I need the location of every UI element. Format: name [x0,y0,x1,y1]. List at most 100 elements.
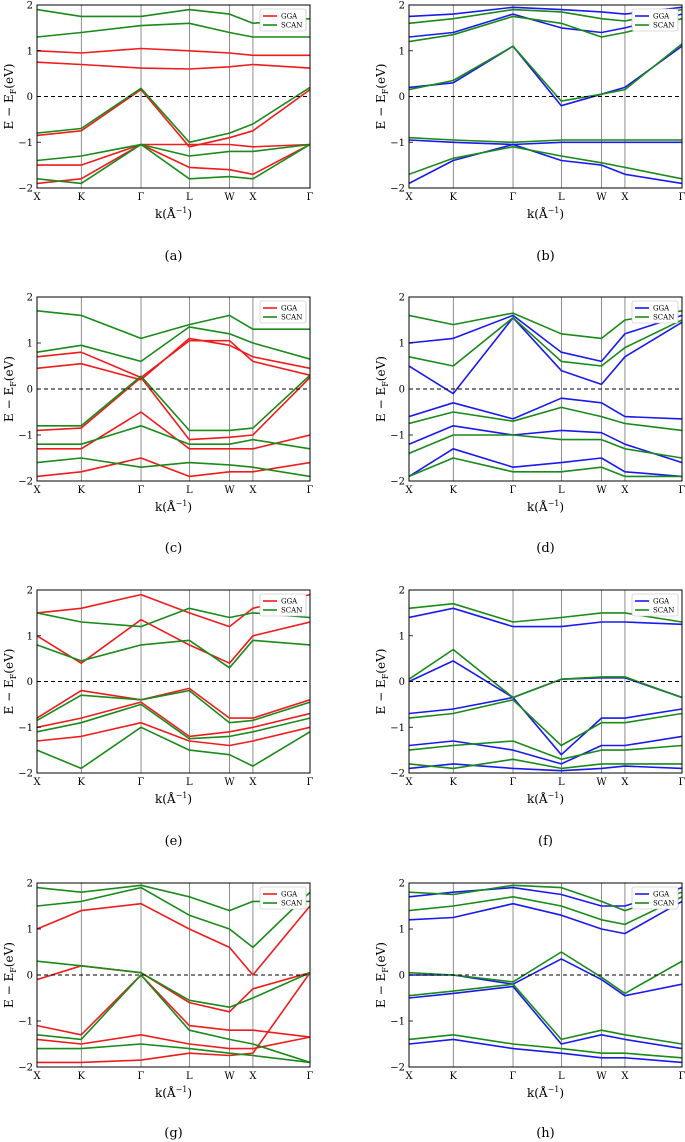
x-axis-label-exp: −1 [548,499,560,508]
gga-band-line [409,425,682,464]
scan-band-line [37,143,310,162]
x-tick-label: X [405,485,413,496]
x-axis-label-exp: −1 [176,206,188,215]
x-axis-label: k(Å−1) [155,1085,192,1100]
legend-label: SCAN [653,607,674,615]
panel-caption: (a) [165,249,183,264]
legend-label: SCAN [653,22,674,30]
gga-band-line [409,1038,682,1064]
gga-band-line [37,965,310,1013]
y-tick-label: 2 [27,879,33,890]
scan-band-line [37,310,310,340]
x-tick-label: X [33,192,41,203]
x-tick-label: Γ [679,777,685,788]
y-tick-label: 0 [399,385,405,396]
scan-band-line [37,457,310,478]
y-axis-label-main: E − E [374,387,388,422]
legend-label: GGA [653,13,670,21]
x-axis-label: k(Å−1) [155,791,192,806]
scan-band-line [37,326,310,363]
x-tick-label: X [405,1071,413,1082]
y-tick-label: 1 [399,631,405,642]
scan-band-line [37,703,310,740]
scan-band-line [37,86,310,144]
panel-caption: (f) [538,834,553,849]
y-axis-label-unit: (eV) [2,64,16,89]
y-axis-label-sub: F [381,381,390,387]
bands-group [409,310,682,478]
gga-band-line [37,61,310,70]
y-axis-label: E − EF(eV) [374,942,390,1008]
gga-band-line [37,88,310,148]
scan-band-line [37,974,310,1064]
scan-band-line [409,406,682,432]
x-tick-label: X [249,485,257,496]
y-tick-label: 0 [399,677,405,688]
x-axis-label-close: ) [187,500,192,514]
x-tick-label: X [33,1071,41,1082]
y-tick-label: 0 [27,92,33,103]
x-tick-label: K [77,777,85,788]
x-axis-label: k(Å−1) [155,206,192,221]
x-tick-label: K [449,192,457,203]
y-tick-label: −2 [390,769,405,780]
gga-band-line [37,411,310,450]
gga-band-line [409,660,682,699]
x-tick-label: K [77,1071,85,1082]
x-tick-label: W [224,485,235,496]
y-tick-label: 2 [27,1,33,12]
scan-band-line [37,960,310,1008]
scan-band-line [37,143,310,185]
bands-group [37,310,310,478]
x-tick-label: Γ [138,485,145,496]
y-axis-label-unit: (eV) [374,356,388,381]
x-tick-label: W [596,777,607,788]
y-axis-label-main: E − E [374,973,388,1008]
gga-band-line [37,902,310,976]
y-tick-label: 1 [27,339,33,350]
x-tick-label: K [449,1071,457,1082]
x-tick-label: X [33,777,41,788]
x-tick-label: Γ [138,192,145,203]
y-axis-label-unit: (eV) [2,356,16,381]
x-tick-label: X [621,485,629,496]
scan-band-line [409,136,682,144]
x-tick-label: X [405,777,413,788]
panel-caption: (b) [536,249,554,264]
y-tick-label: 1 [27,631,33,642]
x-tick-label: K [449,777,457,788]
bands-group [409,602,682,772]
bands-group [37,593,310,770]
gga-band-line [409,900,682,935]
gga-band-line [37,376,310,441]
legend-label: GGA [653,891,670,899]
x-tick-label: L [186,485,193,496]
scan-band-line [409,146,682,180]
y-axis-label: E − EF(eV) [374,64,390,130]
panel-caption: (g) [164,1126,182,1141]
bands-group [37,8,310,185]
x-axis-label-main: k(Å [155,791,176,806]
gga-band-line [409,13,682,38]
y-tick-label: 0 [27,971,33,982]
y-axis-label-unit: (eV) [2,649,16,674]
legend-label: GGA [653,598,670,606]
y-axis-label-sub: F [381,88,390,94]
x-tick-label: W [224,192,235,203]
x-axis-label-close: ) [559,500,564,514]
legend-label: SCAN [281,607,302,615]
x-axis-label: k(Å−1) [527,206,564,221]
scan-band-line [409,951,682,995]
y-axis-label-sub: F [9,967,18,973]
x-tick-label: X [621,1071,629,1082]
y-axis-label-main: E − E [374,94,388,129]
y-axis-label-unit: (eV) [374,942,388,967]
y-axis-label-main: E − E [2,973,16,1008]
